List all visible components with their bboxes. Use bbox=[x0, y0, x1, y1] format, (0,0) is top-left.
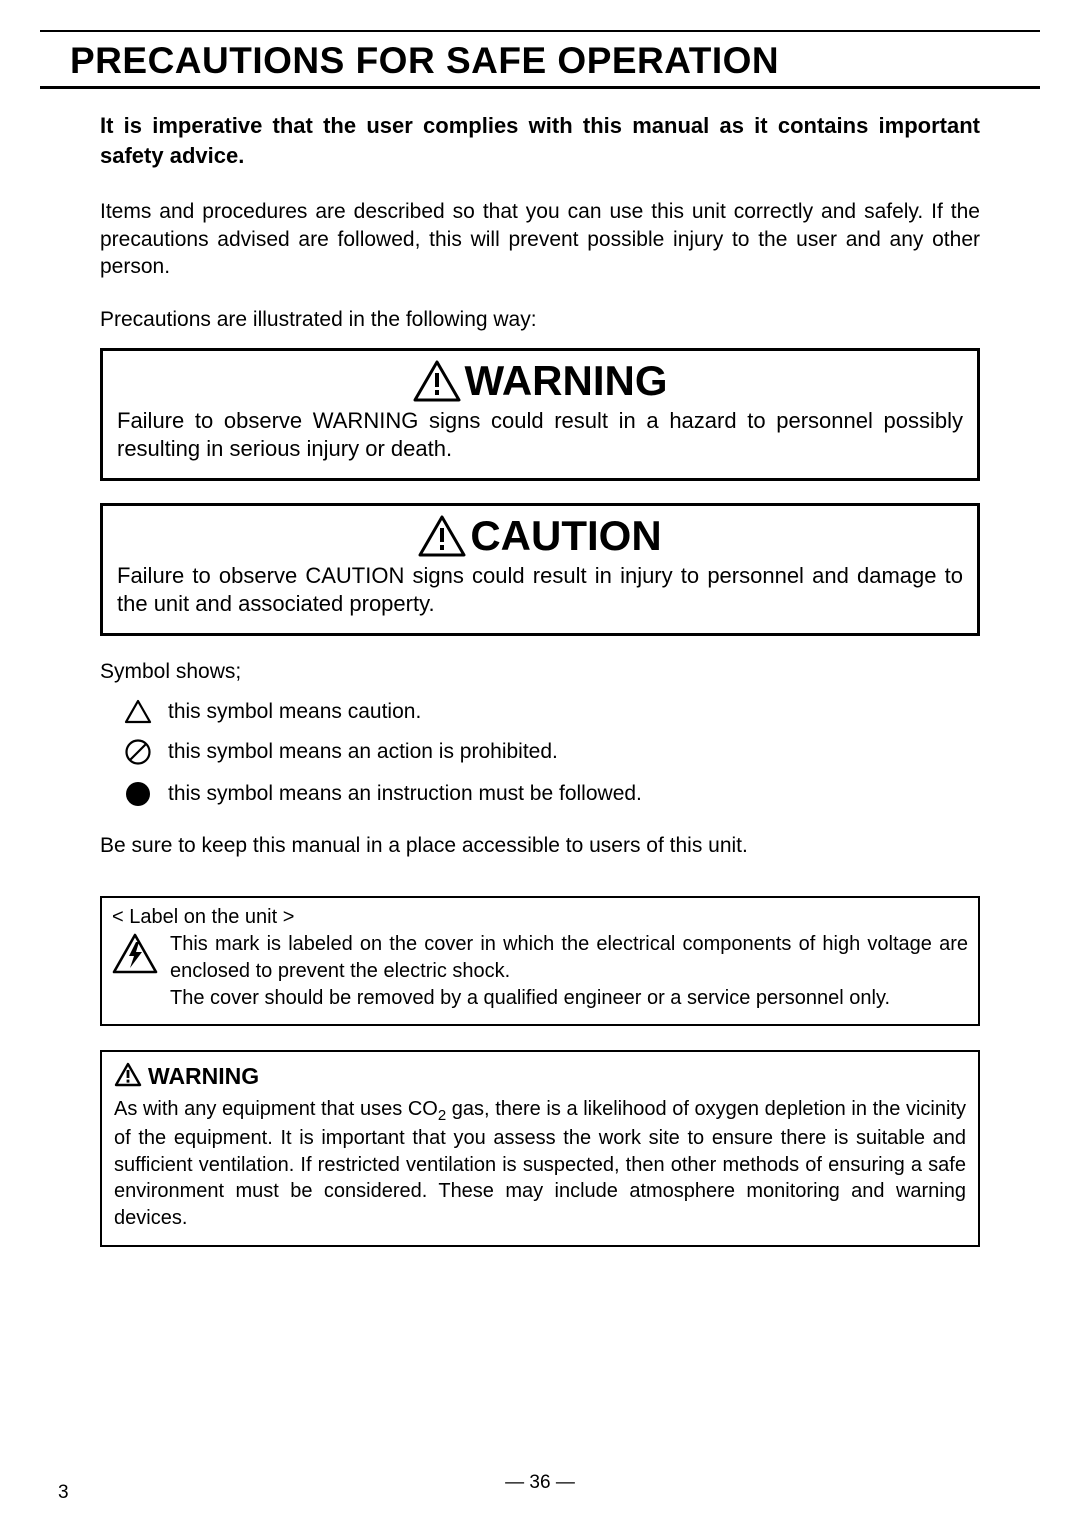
footer-left-pagenum: 3 bbox=[58, 1482, 69, 1504]
label-header: < Label on the unit > bbox=[112, 906, 968, 929]
caution-header: CAUTION bbox=[117, 512, 963, 560]
symbol-row-prohibited: this symbol means an action is prohibite… bbox=[122, 738, 980, 766]
warning-triangle-icon bbox=[413, 360, 461, 402]
symbol-intro: Symbol shows; bbox=[100, 658, 980, 685]
footer-center-pagenum: — 36 — bbox=[0, 1472, 1080, 1494]
label-text: This mark is labeled on the cover in whi… bbox=[170, 931, 968, 1012]
symbol-mandatory-text: this symbol means an instruction must be… bbox=[168, 782, 642, 806]
symbol-row-mandatory: this symbol means an instruction must be… bbox=[122, 780, 980, 808]
co2-body-pre: As with any equipment that uses CO bbox=[114, 1098, 438, 1120]
label-on-unit-box: < Label on the unit > This mark is label… bbox=[100, 896, 980, 1026]
paragraph-items: Items and procedures are described so th… bbox=[100, 198, 980, 280]
symbol-caution-text: this symbol means caution. bbox=[168, 700, 421, 724]
symbol-prohibited-text: this symbol means an action is prohibite… bbox=[168, 740, 558, 764]
warning-body: Failure to observe WARNING signs could r… bbox=[117, 407, 963, 464]
top-rule bbox=[40, 30, 1040, 32]
caution-title: CAUTION bbox=[470, 512, 661, 560]
content-area: It is imperative that the user complies … bbox=[100, 111, 980, 1247]
keep-manual-text: Be sure to keep this manual in a place a… bbox=[100, 832, 980, 859]
label-line1: This mark is labeled on the cover in whi… bbox=[170, 933, 968, 982]
page-title: PRECAUTIONS FOR SAFE OPERATION bbox=[70, 40, 1040, 82]
warning-box: WARNING Failure to observe WARNING signs… bbox=[100, 348, 980, 481]
label-row: This mark is labeled on the cover in whi… bbox=[112, 931, 968, 1012]
title-underline bbox=[40, 86, 1040, 89]
warning-co2-body: As with any equipment that uses CO2 gas,… bbox=[114, 1096, 966, 1231]
caution-box: CAUTION Failure to observe CAUTION signs… bbox=[100, 503, 980, 636]
prohibited-circle-icon bbox=[122, 738, 154, 766]
warning-small-triangle-icon bbox=[114, 1062, 142, 1092]
electric-shock-icon bbox=[112, 931, 158, 980]
triangle-outline-icon bbox=[122, 699, 154, 724]
co2-subscript: 2 bbox=[438, 1107, 446, 1124]
warning-co2-box: WARNING As with any equipment that uses … bbox=[100, 1050, 980, 1247]
intro-bold-text: It is imperative that the user complies … bbox=[100, 111, 980, 170]
caution-triangle-icon bbox=[418, 515, 466, 557]
symbol-list: this symbol means caution. this symbol m… bbox=[100, 699, 980, 808]
symbol-row-caution: this symbol means caution. bbox=[122, 699, 980, 724]
warning-co2-title: WARNING bbox=[148, 1063, 259, 1090]
warning-header: WARNING bbox=[117, 357, 963, 405]
warning-co2-header: WARNING bbox=[114, 1062, 966, 1092]
label-line2: The cover should be removed by a qualifi… bbox=[170, 987, 890, 1009]
caution-body: Failure to observe CAUTION signs could r… bbox=[117, 562, 963, 619]
warning-title: WARNING bbox=[465, 357, 668, 405]
paragraph-illustrated: Precautions are illustrated in the follo… bbox=[100, 306, 980, 333]
filled-circle-icon bbox=[122, 780, 154, 808]
